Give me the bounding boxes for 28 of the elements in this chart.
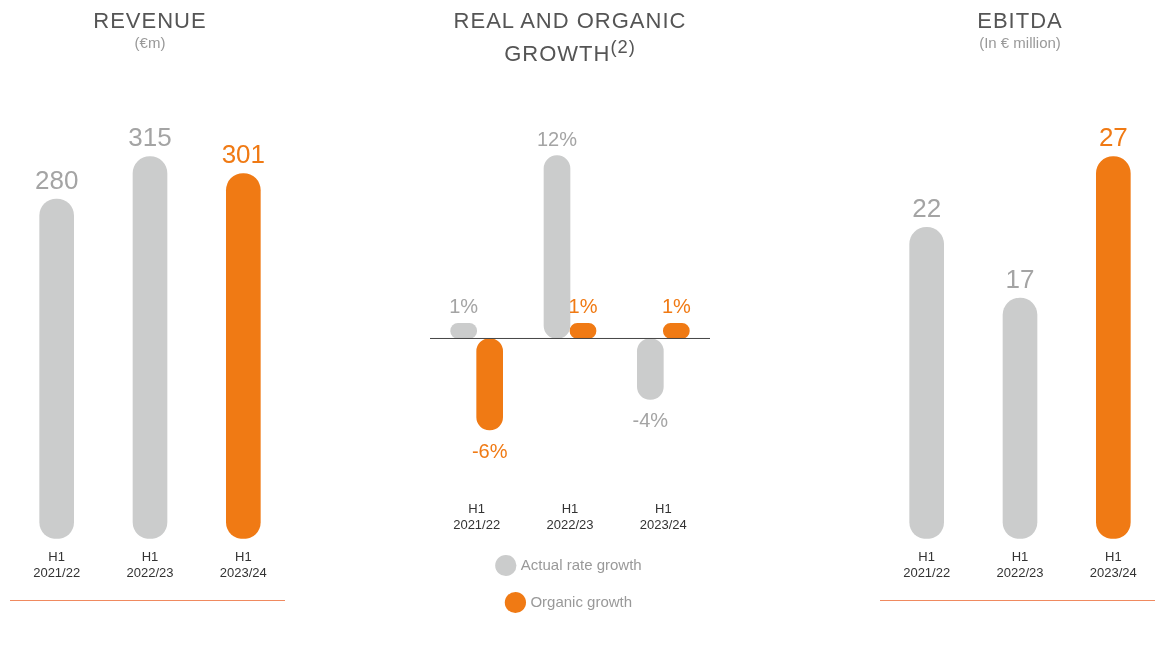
data-label: 301 bbox=[221, 139, 266, 170]
chart-title: EBITDA bbox=[976, 8, 1064, 34]
data-label: 27 bbox=[1098, 122, 1128, 153]
chart-title: REVENUE bbox=[92, 8, 208, 34]
chart-subtitle: (€m) bbox=[133, 34, 167, 53]
x-tick-label: H1 2021/22 bbox=[33, 549, 81, 580]
data-label: 22 bbox=[912, 193, 942, 224]
data-label: 1% bbox=[449, 295, 479, 318]
data-label: 280 bbox=[34, 164, 79, 195]
data-label: 17 bbox=[1005, 264, 1035, 295]
data-label: 1% bbox=[661, 295, 691, 318]
x-tick-label: H1 2021/22 bbox=[903, 549, 951, 580]
x-tick-label: H1 2022/23 bbox=[126, 549, 174, 580]
x-tick-label: H1 2021/22 bbox=[453, 501, 501, 532]
x-tick-label: H1 2023/24 bbox=[639, 501, 687, 532]
chart-subtitle: (In € million) bbox=[978, 34, 1062, 53]
data-label: 12% bbox=[536, 127, 578, 150]
data-label: 1% bbox=[568, 295, 598, 318]
legend-label: Actual rate growth bbox=[520, 555, 642, 573]
data-label: 315 bbox=[128, 122, 172, 153]
x-tick-label: H1 2022/23 bbox=[546, 501, 594, 532]
x-tick-label: H1 2023/24 bbox=[1089, 549, 1137, 580]
legend-label: Organic growth bbox=[530, 592, 633, 610]
data-label: -6% bbox=[471, 439, 508, 462]
x-tick-label: H1 2022/23 bbox=[996, 549, 1044, 580]
chart-title: REAL AND ORGANIC GROWTH$^{(2)}$ bbox=[452, 8, 688, 67]
x-tick-label: H1 2023/24 bbox=[219, 549, 267, 580]
data-label: -4% bbox=[632, 409, 669, 432]
